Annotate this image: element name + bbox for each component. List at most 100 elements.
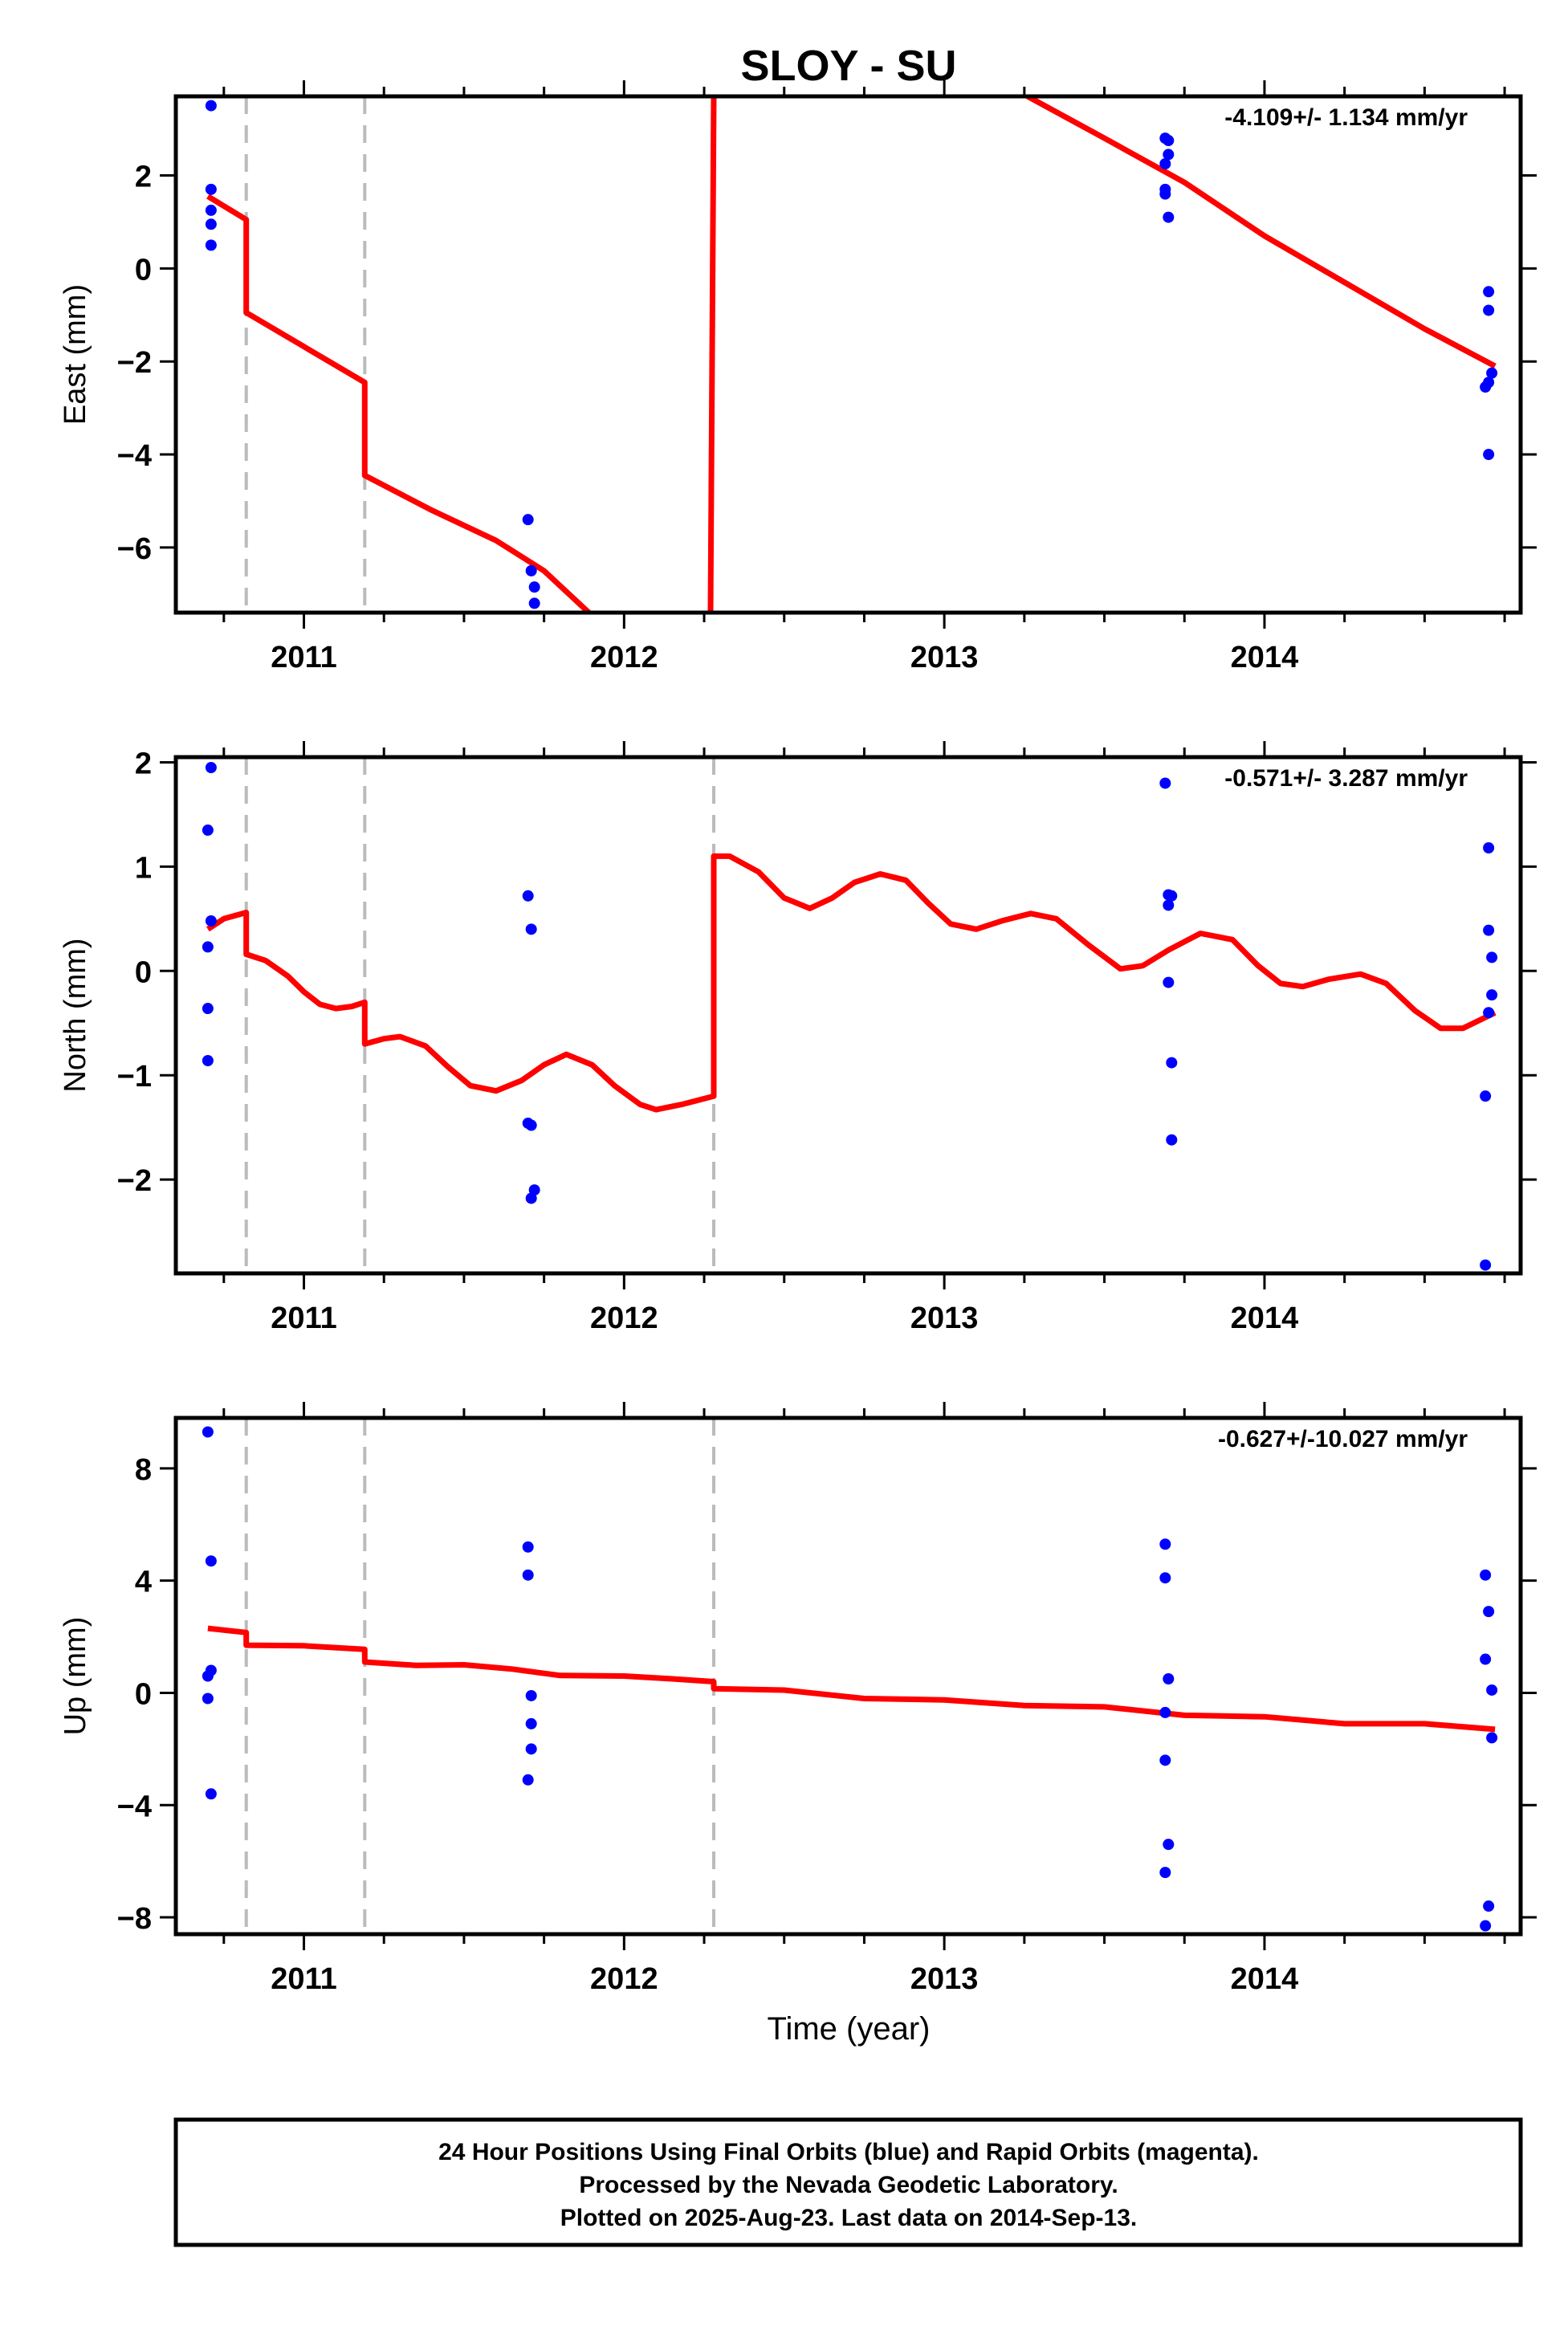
points-group [202,1426,1498,1932]
data-point [1163,135,1175,147]
data-point [205,183,217,195]
data-point [1486,951,1498,963]
data-point [1163,899,1175,911]
model-group [207,1625,1496,1733]
data-point [1480,1653,1492,1665]
data-point [1480,1569,1492,1581]
data-point [1486,367,1498,379]
x-tick-label: 2012 [590,1962,658,1996]
panels: 2011 2012 2013 2014 2 0 −2 −4 −6 East (mm) -4.109+… [59,80,1537,1996]
model-group [206,853,1497,1113]
data-point [1159,1867,1171,1879]
data-point [1163,149,1175,161]
y-axis-label: East (mm) [59,284,92,425]
up-panel: 2011 2012 2013 2014 8 4 0 −4 −8 Up (mm) -0.627+/-1… [59,1402,1537,1996]
data-point [202,1426,214,1438]
data-point [205,204,217,216]
data-point [528,597,540,609]
data-point [1486,1684,1498,1696]
data-point [1486,1732,1498,1744]
x-tick-label: 2011 [271,1301,336,1335]
data-point [1163,1672,1175,1684]
x-tick-label: 2011 [271,1962,336,1996]
data-point [522,890,534,902]
plot-frame [173,94,1523,615]
data-point [205,1555,217,1567]
data-point [525,1717,537,1729]
data-point [1159,777,1171,789]
y-tick-label: 2 [135,747,152,780]
caption-box: 24 Hour Positions Using Final Orbits (bl… [173,2117,1523,2247]
data-point [205,914,217,927]
data-point [522,514,534,526]
y-tick-label: −6 [117,532,152,566]
data-point [1163,976,1175,988]
data-point [522,1541,534,1553]
east-panel: 2011 2012 2013 2014 2 0 −2 −4 −6 East (mm) -4.109+… [59,80,1537,674]
data-point [1159,1538,1171,1550]
y-tick-label: 4 [135,1566,152,1599]
data-point [202,1693,214,1705]
data-point [202,1055,214,1067]
data-point [202,941,214,953]
data-point [1166,1057,1178,1069]
rate-label: -4.109+/- 1.134 mm/yr [1224,104,1468,131]
y-tick-label: 8 [135,1453,152,1487]
data-point [1159,1754,1171,1766]
data-point [525,1689,537,1701]
data-point [1480,381,1492,393]
data-point [1480,1090,1492,1102]
model-curve [207,1625,1496,1733]
data-point [528,581,540,593]
model-curve [206,193,591,613]
y-tick-label: −2 [117,1164,152,1198]
y-tick-label: −4 [117,1790,152,1823]
y-tick-label: 0 [135,1677,152,1711]
plot-frame [173,755,1523,1276]
y-axis-label: Up (mm) [59,1617,92,1736]
data-point [1159,157,1171,169]
x-tick-label: 2013 [910,1301,979,1335]
data-point [1483,1606,1495,1618]
data-point [525,1192,537,1204]
data-point [1483,449,1495,461]
x-tick-label: 2013 [910,641,979,674]
data-point [1483,304,1495,316]
points-group [202,761,1498,1271]
points-group [205,100,1498,609]
data-point [205,100,217,112]
data-point [1483,1007,1495,1019]
data-point [1483,842,1495,854]
caption-line: 24 Hour Positions Using Final Orbits (bl… [438,2139,1259,2165]
data-point [1166,1134,1178,1146]
model-curve [1026,96,1497,369]
y-tick-label: −1 [117,1060,152,1094]
data-point [202,1670,214,1682]
y-axis-label: North (mm) [59,938,92,1092]
data-point [1159,1706,1171,1718]
caption-line: Processed by the Nevada Geodetic Laborat… [579,2172,1118,2198]
data-point [1159,1572,1171,1584]
data-point [205,239,217,251]
plot-frame [173,1416,1523,1937]
data-point [525,564,537,576]
y-tick-label: −2 [117,346,152,380]
data-point [205,1788,217,1800]
x-tick-label: 2014 [1231,641,1299,674]
x-tick-label: 2011 [271,641,336,674]
data-point [525,1119,537,1131]
data-point [1166,890,1178,902]
rate-label: -0.571+/- 3.287 mm/yr [1224,765,1468,792]
model-curve [206,853,1497,1113]
data-point [202,824,214,836]
data-point [1163,211,1175,223]
x-tick-label: 2014 [1231,1301,1299,1335]
caption-frame [173,2117,1523,2247]
data-point [205,761,217,773]
rate-label: -0.627+/-10.027 mm/yr [1218,1426,1468,1452]
north-panel: 2011 2012 2013 2014 2 1 0 −1 −2 North (mm) -0.571+… [59,741,1537,1335]
y-tick-label: 0 [135,253,152,287]
data-point [525,923,537,935]
data-point [1159,188,1171,200]
